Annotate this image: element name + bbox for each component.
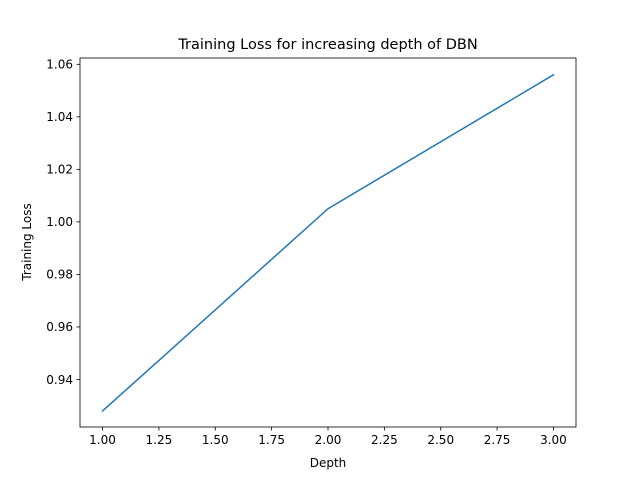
y-tick-label: 1.02 <box>46 163 73 177</box>
x-tick-label: 2.75 <box>484 433 511 447</box>
x-tick-label: 2.25 <box>371 433 398 447</box>
chart-title: Training Loss for increasing depth of DB… <box>177 37 477 53</box>
x-tick-label: 2.00 <box>315 433 342 447</box>
y-tick-label: 0.96 <box>46 320 73 334</box>
y-tick-label: 1.00 <box>46 215 73 229</box>
x-tick-label: 1.75 <box>258 433 285 447</box>
y-tick-label: 0.98 <box>46 268 73 282</box>
x-tick-label: 1.50 <box>202 433 229 447</box>
plot-area <box>101 73 555 413</box>
x-tick-label: 1.00 <box>89 433 116 447</box>
x-tick-label: 1.25 <box>146 433 173 447</box>
y-tick-label: 1.04 <box>46 110 73 124</box>
x-tick-label: 3.00 <box>540 433 567 447</box>
y-axis-title: Training Loss <box>20 203 34 281</box>
y-tick-label: 0.94 <box>46 373 73 387</box>
x-tick-label: 2.50 <box>427 433 454 447</box>
axes: 1.00 1.25 1.50 1.75 2.00 2.25 2.50 2.75 3.00 0.94… <box>46 57 577 447</box>
series-line-0 <box>101 73 555 413</box>
x-axis-title: Depth <box>310 456 347 470</box>
y-tick-label: 1.06 <box>46 58 73 72</box>
